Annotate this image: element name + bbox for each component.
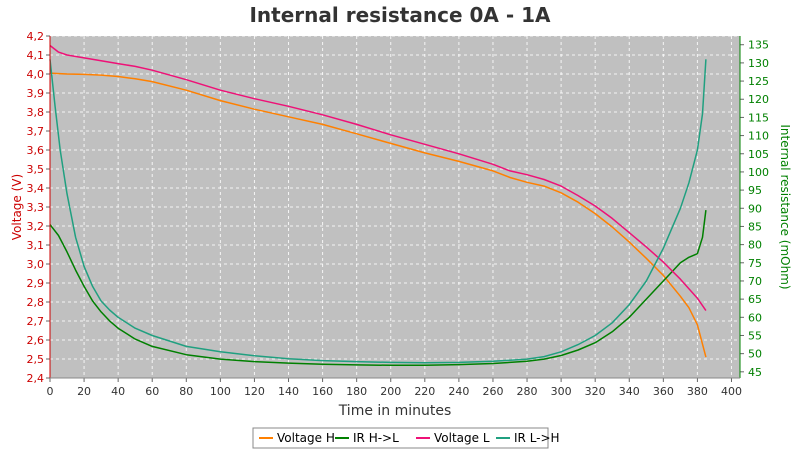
x-tick-label: 20	[77, 385, 91, 398]
left-y-tick-label: 2,8	[27, 296, 45, 309]
legend-entry-label: IR H->L	[353, 431, 399, 445]
left-y-tick-label: 2,9	[27, 277, 45, 290]
right-y-tick-label: 120	[748, 93, 769, 106]
x-tick-label: 280	[517, 385, 538, 398]
right-y-tick-label: 70	[748, 275, 762, 288]
x-tick-label: 240	[448, 385, 469, 398]
left-y-tick-label: 3,4	[27, 182, 45, 195]
left-y-tick-label: 3,0	[27, 258, 45, 271]
x-tick-label: 320	[585, 385, 606, 398]
right-y-tick-label: 75	[748, 257, 762, 270]
x-tick-label: 360	[653, 385, 674, 398]
left-axis-label: Voltage (V)	[10, 174, 24, 240]
chart-title: Internal resistance 0A - 1A	[249, 3, 551, 27]
right-y-tick-label: 100	[748, 166, 769, 179]
legend-entry-label: IR L->H	[514, 431, 560, 445]
left-y-tick-label: 3,6	[27, 144, 45, 157]
series-line-2	[49, 44, 707, 312]
left-y-tick-label: 3,5	[27, 163, 45, 176]
x-tick-label: 380	[687, 385, 708, 398]
right-y-tick-label: 65	[748, 293, 762, 306]
x-tick-label: 120	[244, 385, 265, 398]
series-line-1	[49, 210, 707, 367]
x-tick-label: 260	[482, 385, 503, 398]
left-y-tick-label: 3,1	[27, 239, 45, 252]
x-tick-label: 400	[721, 385, 742, 398]
legend-entry-label: Voltage H	[277, 431, 335, 445]
left-y-tick-label: 3,7	[27, 125, 45, 138]
series-layer	[49, 44, 707, 367]
right-y-tick-label: 115	[748, 111, 769, 124]
right-y-tick-label: 85	[748, 220, 762, 233]
x-axis-label: Time in minutes	[338, 403, 452, 419]
right-y-tick-label: 60	[748, 311, 762, 324]
left-y-tick-label: 2,5	[27, 353, 45, 366]
x-tick-label: 300	[551, 385, 572, 398]
x-tick-label: 40	[111, 385, 125, 398]
left-y-tick-label: 4,2	[27, 30, 45, 43]
x-tick-label: 200	[380, 385, 401, 398]
left-y-tick-label: 2,6	[27, 334, 45, 347]
x-tick-label: 100	[210, 385, 231, 398]
x-tick-label: 340	[619, 385, 640, 398]
x-tick-label: 60	[145, 385, 159, 398]
right-axis-label: Internal resistance (mOhm)	[778, 124, 792, 289]
left-y-tick-label: 4,1	[27, 49, 45, 62]
right-y-tick-label: 125	[748, 75, 769, 88]
left-y-tick-label: 3,9	[27, 87, 45, 100]
right-y-tick-label: 130	[748, 57, 769, 70]
x-tick-label: 160	[312, 385, 333, 398]
x-tick-label: 220	[414, 385, 435, 398]
left-y-tick-label: 3,3	[27, 201, 45, 214]
legend-entry-label: Voltage L	[434, 431, 490, 445]
right-y-tick-label: 135	[748, 39, 769, 52]
series-line-3	[49, 59, 707, 364]
legend: Voltage H IR H->L Voltage L IR L->H	[252, 427, 560, 449]
right-y-tick-label: 110	[748, 130, 769, 143]
right-y-tick-label: 45	[748, 366, 762, 379]
left-y-tick-label: 4,0	[27, 68, 45, 81]
right-y-tick-label: 80	[748, 239, 762, 252]
x-tick-label: 80	[179, 385, 193, 398]
right-y-tick-label: 105	[748, 148, 769, 161]
left-y-tick-label: 3,8	[27, 106, 45, 119]
right-y-tick-label: 50	[748, 348, 762, 361]
right-y-tick-label: 90	[748, 202, 762, 215]
x-tick-label: 0	[47, 385, 54, 398]
axis-layer: 0 20 40 60 80 100 120 140 160 180 200 220 240 260 280 3…	[27, 30, 770, 398]
left-y-tick-label: 2,4	[27, 372, 45, 385]
series-line-0	[49, 72, 707, 358]
left-y-tick-label: 2,7	[27, 315, 45, 328]
legend-box	[252, 427, 549, 449]
left-y-tick-label: 3,2	[27, 220, 45, 233]
right-y-tick-label: 55	[748, 329, 762, 342]
x-tick-label: 140	[278, 385, 299, 398]
right-y-tick-label: 95	[748, 184, 762, 197]
x-tick-label: 180	[346, 385, 367, 398]
